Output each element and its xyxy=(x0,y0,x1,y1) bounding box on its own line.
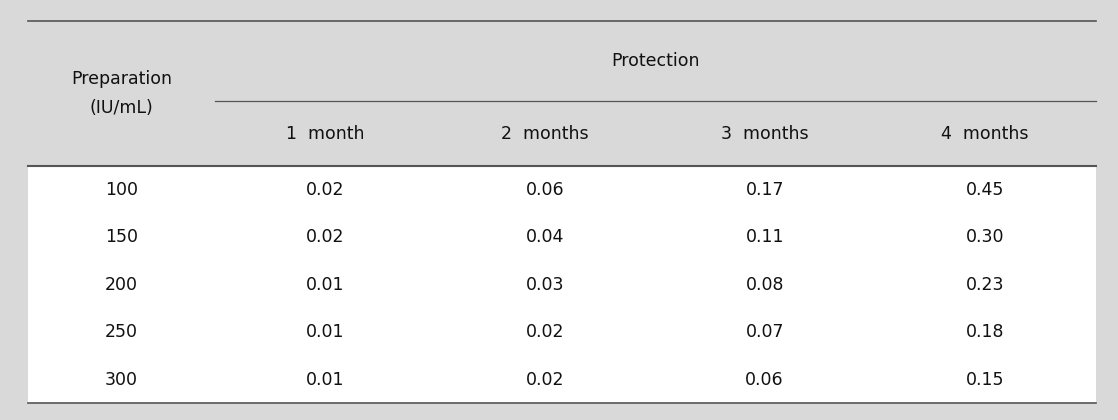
Text: 0.01: 0.01 xyxy=(305,276,344,294)
Text: 300: 300 xyxy=(105,370,138,388)
Text: 200: 200 xyxy=(105,276,138,294)
Text: 0.30: 0.30 xyxy=(966,228,1004,246)
Text: 0.01: 0.01 xyxy=(305,370,344,388)
Text: Protection: Protection xyxy=(610,52,700,70)
Text: Preparation
(IU/mL): Preparation (IU/mL) xyxy=(70,70,172,117)
Text: 0.03: 0.03 xyxy=(525,276,563,294)
Text: 0.01: 0.01 xyxy=(305,323,344,341)
Text: 150: 150 xyxy=(105,228,138,246)
Text: 100: 100 xyxy=(105,181,138,199)
Bar xyxy=(28,166,1096,403)
Text: 0.23: 0.23 xyxy=(966,276,1004,294)
Text: 2  months: 2 months xyxy=(501,125,588,142)
Text: 0.02: 0.02 xyxy=(525,370,563,388)
Text: 0.04: 0.04 xyxy=(525,228,563,246)
Text: 1  month: 1 month xyxy=(285,125,364,142)
Text: 4  months: 4 months xyxy=(941,125,1029,142)
Text: 0.02: 0.02 xyxy=(525,323,563,341)
Text: 0.02: 0.02 xyxy=(305,181,344,199)
Text: 0.07: 0.07 xyxy=(746,323,784,341)
Text: 3  months: 3 months xyxy=(721,125,808,142)
Text: 0.06: 0.06 xyxy=(525,181,563,199)
Text: 0.15: 0.15 xyxy=(966,370,1004,388)
Text: 0.06: 0.06 xyxy=(746,370,784,388)
Text: 0.17: 0.17 xyxy=(746,181,784,199)
Text: 250: 250 xyxy=(105,323,138,341)
Text: 0.02: 0.02 xyxy=(305,228,344,246)
Text: 0.45: 0.45 xyxy=(966,181,1004,199)
Text: 0.18: 0.18 xyxy=(966,323,1004,341)
Bar xyxy=(28,21,1096,166)
Text: 0.08: 0.08 xyxy=(746,276,784,294)
Text: 0.11: 0.11 xyxy=(746,228,784,246)
